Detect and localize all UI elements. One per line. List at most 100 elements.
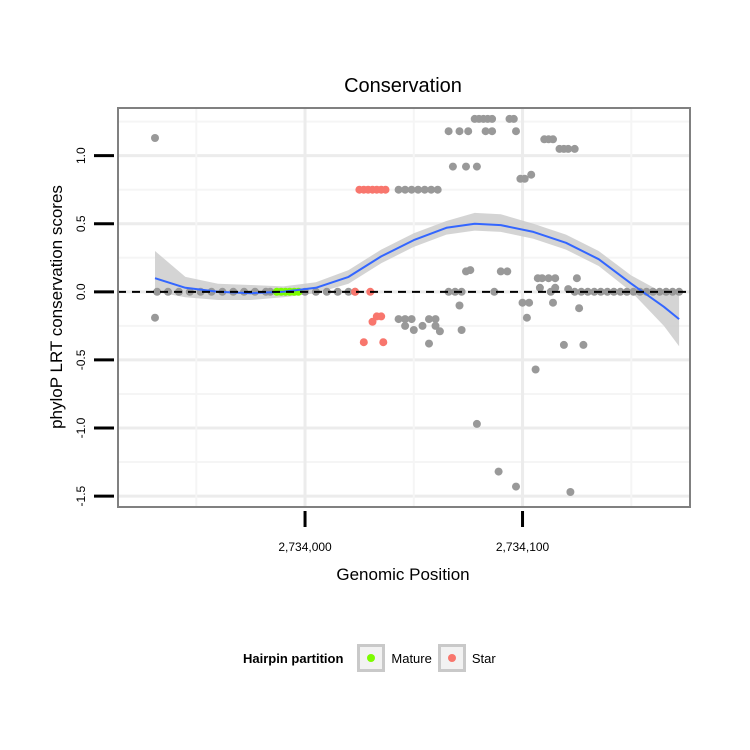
data-point-other bbox=[490, 287, 499, 296]
points bbox=[151, 114, 684, 496]
data-point-other bbox=[151, 313, 159, 322]
data-point-other bbox=[464, 127, 473, 136]
y-axis-title: phyloP LRT conservation scores bbox=[47, 185, 66, 429]
x-axis-title: Genomic Position bbox=[336, 565, 469, 584]
axes: -1.5 -1.0 -0.5 0.0 0.5 1.0 2,734,000 2,734,100 bbox=[74, 147, 550, 554]
data-point-other bbox=[409, 326, 418, 334]
plot-frame bbox=[117, 107, 691, 508]
data-point-star bbox=[381, 185, 390, 194]
data-point-star bbox=[368, 317, 377, 326]
data-point-other bbox=[488, 114, 497, 123]
star-dot-icon bbox=[447, 654, 456, 662]
data-point-other bbox=[572, 274, 581, 283]
data-point-other bbox=[527, 170, 536, 179]
data-point-star bbox=[359, 338, 368, 347]
smooth-line bbox=[154, 222, 680, 320]
data-point-other bbox=[570, 287, 579, 296]
data-point-other bbox=[566, 488, 575, 496]
data-point-other bbox=[559, 340, 568, 349]
data-point-other bbox=[401, 315, 410, 324]
data-point-other bbox=[551, 274, 560, 283]
data-point-star bbox=[379, 338, 388, 347]
data-point-other bbox=[431, 321, 440, 330]
data-point-other bbox=[518, 298, 527, 307]
data-point-other bbox=[481, 127, 490, 136]
data-point-other bbox=[414, 185, 423, 194]
data-point-other bbox=[407, 315, 416, 324]
data-point-other bbox=[616, 287, 625, 296]
data-point-other bbox=[251, 287, 259, 296]
mature-dot-icon bbox=[367, 654, 376, 662]
data-point-other bbox=[525, 298, 534, 307]
data-point-other bbox=[544, 274, 553, 283]
data-point-other bbox=[520, 174, 529, 183]
data-point-other bbox=[401, 185, 410, 194]
legend-label-star: Star bbox=[471, 650, 496, 666]
x-tick-label: 2,734,000 bbox=[278, 540, 332, 554]
data-point-other bbox=[457, 326, 466, 334]
legend: Hairpin partition Mature Star bbox=[243, 640, 502, 676]
data-point-other bbox=[655, 287, 664, 296]
legend-title: Hairpin partition bbox=[243, 650, 344, 666]
legend-key-star bbox=[437, 644, 466, 672]
data-point-other bbox=[420, 185, 429, 194]
data-point-star bbox=[351, 287, 360, 296]
legend-key-mature bbox=[357, 644, 386, 672]
data-point-other bbox=[668, 287, 677, 296]
data-point-other bbox=[333, 287, 342, 296]
data-point-other bbox=[455, 301, 464, 310]
data-point-other bbox=[531, 365, 540, 374]
data-point-other bbox=[153, 287, 162, 296]
y-tick-label: -1.5 bbox=[74, 485, 88, 506]
data-point-other bbox=[564, 144, 573, 153]
legend-item-mature: Mature bbox=[357, 644, 432, 672]
data-point-other bbox=[512, 127, 520, 136]
y-tick-label: 0.0 bbox=[74, 283, 88, 300]
data-point-other bbox=[444, 287, 453, 296]
data-point-other bbox=[433, 185, 442, 194]
legend-item-star: Star bbox=[437, 644, 496, 672]
data-point-other bbox=[322, 287, 331, 296]
data-point-star bbox=[377, 312, 386, 321]
data-point-other bbox=[579, 340, 588, 349]
data-point-other bbox=[455, 127, 464, 136]
data-point-other bbox=[538, 274, 547, 283]
data-point-other bbox=[401, 321, 410, 330]
data-point-other bbox=[444, 127, 453, 136]
data-point-other bbox=[494, 467, 503, 476]
data-point-other bbox=[503, 267, 512, 276]
data-point-other bbox=[472, 419, 481, 428]
data-point-other bbox=[549, 135, 557, 144]
data-point-other bbox=[496, 267, 505, 276]
data-point-other bbox=[466, 266, 475, 275]
data-point-other bbox=[462, 162, 470, 171]
y-tick-label: -1.0 bbox=[74, 417, 88, 438]
y-tick-label: 1.0 bbox=[74, 147, 88, 164]
data-point-other bbox=[394, 315, 403, 324]
data-point-other bbox=[394, 185, 403, 194]
data-point-other bbox=[448, 162, 457, 171]
legend-label-mature: Mature bbox=[391, 650, 432, 666]
x-tick-label: 2,734,100 bbox=[496, 540, 550, 554]
y-tick-label: -0.5 bbox=[74, 349, 88, 370]
data-point-other bbox=[472, 162, 481, 171]
data-point-other bbox=[549, 298, 557, 307]
data-point-other bbox=[570, 144, 579, 153]
data-point-other bbox=[425, 339, 433, 348]
data-point-other bbox=[488, 127, 497, 136]
data-point-other bbox=[551, 283, 560, 292]
data-point-other bbox=[407, 185, 416, 194]
data-point-other bbox=[427, 185, 436, 194]
smooth-curve bbox=[154, 222, 680, 320]
data-point-other bbox=[629, 287, 638, 296]
data-point-other bbox=[425, 315, 433, 324]
data-point-other bbox=[418, 321, 427, 330]
chart-title: Conservation bbox=[344, 75, 462, 97]
data-point-other bbox=[509, 114, 518, 123]
grid bbox=[118, 108, 690, 507]
data-point-other bbox=[522, 313, 531, 322]
data-point-other bbox=[435, 327, 444, 336]
data-point-other bbox=[535, 283, 544, 292]
data-point-other bbox=[431, 315, 440, 324]
data-point-other bbox=[603, 287, 612, 296]
